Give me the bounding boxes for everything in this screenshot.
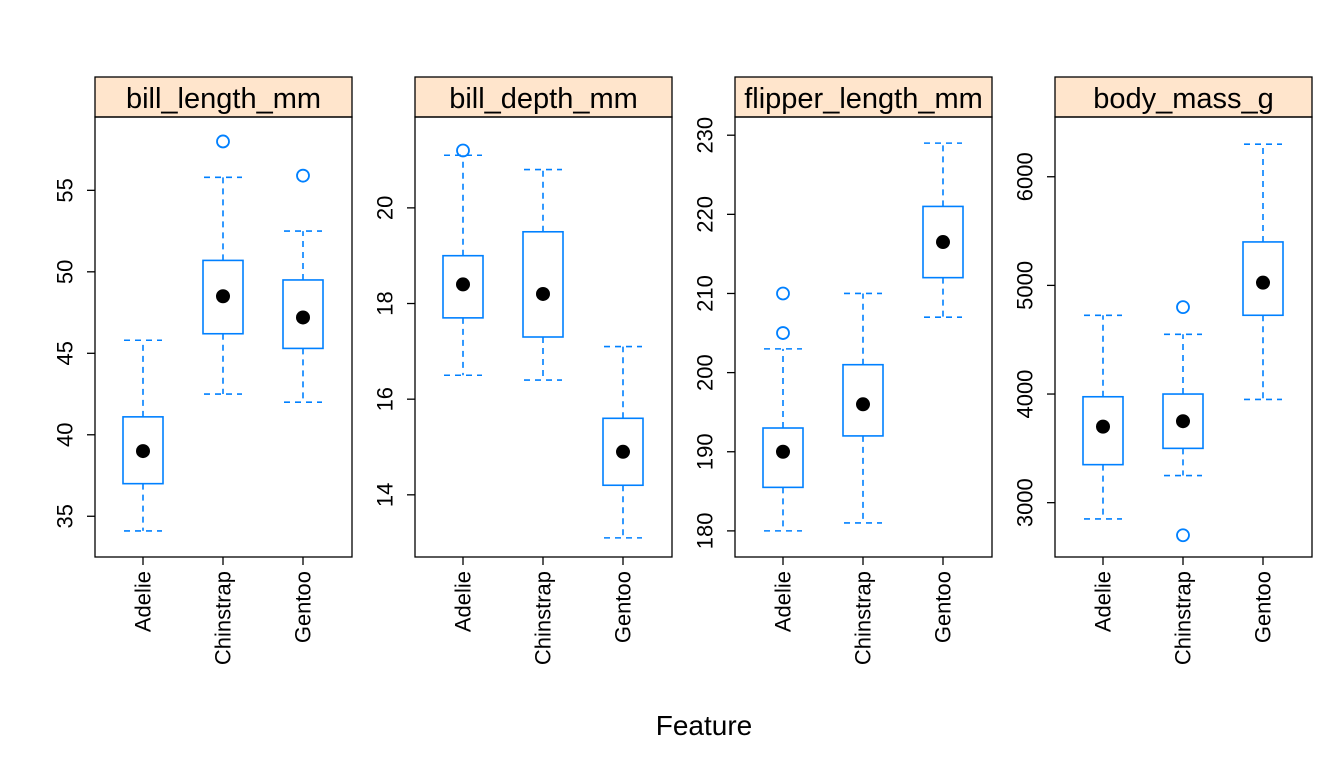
iqr-box — [1082, 395, 1124, 466]
median-dot — [296, 310, 310, 325]
median-dot — [1096, 419, 1110, 434]
y-tick-label: 230 — [693, 117, 718, 154]
outlier-point — [1176, 528, 1190, 543]
y-tick-label: 5000 — [1013, 261, 1038, 310]
outlier-point — [456, 143, 470, 158]
box-gentoo — [602, 345, 644, 539]
outlier-point — [1176, 300, 1190, 315]
median-dot — [216, 289, 230, 304]
panels-group: bill_length_mm 35 40 45 50 55 Adelie Chinstrap G… — [53, 76, 1313, 665]
box-chinstrap — [522, 168, 564, 381]
iqr-box — [282, 279, 324, 350]
panel-strip — [94, 76, 353, 118]
outlier-point — [776, 326, 790, 340]
y-tick-label: 20 — [373, 196, 398, 220]
iqr-box — [442, 254, 484, 319]
x-tick-label-adelie: Adelie — [771, 571, 796, 632]
y-tick-label: 50 — [53, 260, 78, 284]
iqr-box — [842, 363, 884, 437]
median-dot — [1176, 414, 1190, 429]
iqr-box — [602, 417, 644, 487]
x-tick-label-chinstrap: Chinstrap — [531, 571, 556, 665]
box-gentoo — [1242, 143, 1284, 401]
y-tick-label: 18 — [373, 291, 398, 315]
iqr-box — [1162, 393, 1204, 450]
y-tick-label: 220 — [693, 196, 718, 233]
box-gentoo — [922, 142, 964, 319]
panel-strip — [414, 76, 673, 118]
outlier-point — [776, 286, 790, 301]
x-tick-label-adelie: Adelie — [131, 571, 156, 632]
panel-strip-title: bill_length_mm — [126, 83, 321, 115]
x-tick-label-gentoo: Gentoo — [611, 571, 636, 643]
box-adelie — [762, 286, 804, 532]
x-tick-label-chinstrap: Chinstrap — [211, 571, 236, 665]
iqr-box — [922, 205, 964, 279]
box-chinstrap — [1162, 300, 1204, 543]
y-tick-label: 45 — [53, 341, 78, 365]
y-tick-label: 200 — [693, 354, 718, 391]
y-tick-label: 55 — [53, 178, 78, 202]
panel-strip — [734, 76, 993, 118]
iqr-box — [202, 259, 244, 335]
median-dot — [936, 235, 950, 250]
panel-bill_depth_mm: bill_depth_mm 14 16 18 20 Adelie Chinstrap Gent… — [373, 76, 673, 665]
x-tick-label-gentoo: Gentoo — [291, 571, 316, 643]
y-tick-label: 6000 — [1013, 152, 1038, 201]
x-tick-label-gentoo: Gentoo — [1251, 571, 1276, 643]
median-dot — [616, 444, 630, 459]
y-tick-label: 3000 — [1013, 478, 1038, 527]
median-dot — [136, 444, 150, 459]
x-tick-label-adelie: Adelie — [1091, 571, 1116, 632]
y-tick-label: 40 — [53, 423, 78, 447]
panel-strip-title: flipper_length_mm — [744, 83, 983, 115]
y-tick-label: 4000 — [1013, 370, 1038, 419]
iqr-box — [122, 416, 164, 485]
box-chinstrap — [842, 292, 884, 524]
y-tick-label: 190 — [693, 433, 718, 470]
median-dot — [776, 444, 790, 459]
panel-strip — [1054, 76, 1313, 118]
median-dot — [1256, 275, 1270, 290]
box-adelie — [1082, 314, 1124, 520]
panel-flipper_length_mm: flipper_length_mm 180 190 200 210 220 230 Adeli… — [693, 76, 993, 665]
outlier-point — [296, 168, 310, 183]
box-gentoo — [282, 168, 324, 403]
y-tick-label: 35 — [53, 504, 78, 528]
iqr-box — [762, 427, 804, 489]
panel-strip-title: body_mass_g — [1093, 83, 1274, 115]
panel-bill_length_mm: bill_length_mm 35 40 45 50 55 Adelie Chinstrap G… — [53, 76, 353, 665]
iqr-box — [522, 230, 564, 338]
panel-strip-title: bill_depth_mm — [449, 83, 638, 115]
box-adelie — [442, 143, 484, 377]
panel-body_mass_g: body_mass_g 3000 4000 5000 6000 Adelie Chinstr… — [1013, 76, 1313, 665]
y-tick-label: 210 — [693, 275, 718, 312]
y-tick-label: 16 — [373, 387, 398, 411]
iqr-box — [1242, 241, 1284, 317]
x-tick-label-chinstrap: Chinstrap — [1171, 571, 1196, 665]
median-dot — [456, 277, 470, 292]
x-axis-label: Feature — [656, 710, 753, 741]
x-tick-label-gentoo: Gentoo — [931, 571, 956, 643]
median-dot — [536, 286, 550, 301]
outlier-point — [216, 134, 230, 149]
x-tick-label-chinstrap: Chinstrap — [851, 571, 876, 665]
box-adelie — [122, 339, 164, 532]
y-tick-label: 14 — [373, 483, 398, 507]
y-tick-label: 180 — [693, 513, 718, 550]
box-chinstrap — [202, 134, 244, 395]
median-dot — [856, 397, 870, 412]
x-tick-label-adelie: Adelie — [451, 571, 476, 632]
